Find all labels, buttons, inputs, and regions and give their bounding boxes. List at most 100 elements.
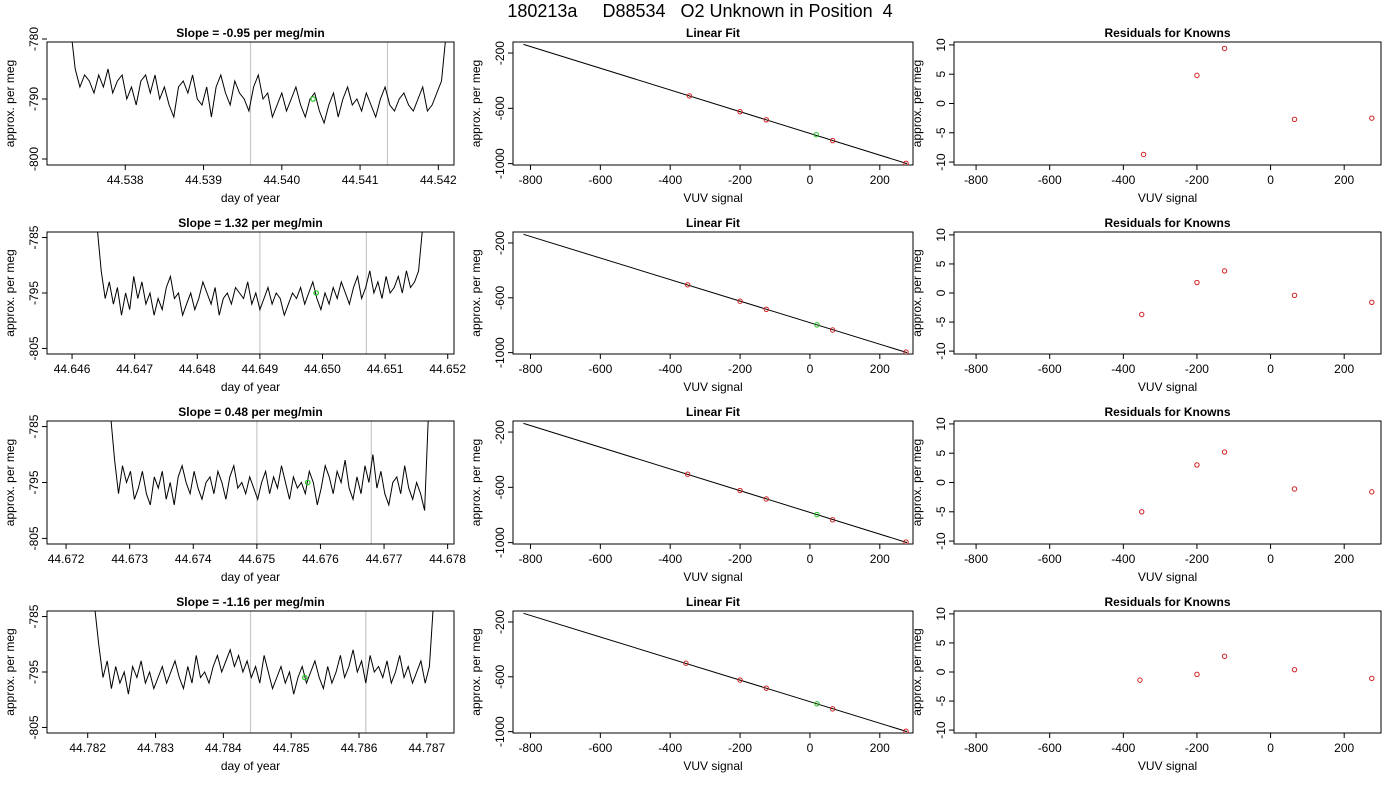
y-tick-label: -600 (493, 664, 507, 688)
plot-frame (512, 610, 914, 734)
y-tick-label: 0 (934, 668, 948, 675)
y-tick-label: -200 (493, 41, 507, 65)
chart-title: Slope = -0.95 per meg/min (176, 26, 324, 40)
y-tick-label: -1000 (493, 337, 507, 368)
chart-title: Slope = -1.16 per meg/min (176, 595, 324, 609)
x-tick-label: 44.541 (342, 173, 379, 187)
plot-frame (953, 610, 1382, 734)
chart-panel: Slope = 0.48 per meg/min 44.672 44.673 44.6… (3, 405, 466, 584)
series-line (97, 232, 423, 318)
x-tick-label: 44.787 (409, 741, 446, 755)
residual-point (1194, 462, 1200, 468)
residual-point (1221, 449, 1228, 455)
x-tick-label: -200 (1185, 173, 1209, 187)
plot-data (523, 43, 909, 165)
y-tick-label: -785 (27, 225, 41, 249)
x-tick-label: -800 (964, 173, 988, 187)
x-tick-label: 44.649 (242, 362, 279, 376)
x-tick-label: 44.652 (429, 362, 466, 376)
chart-panel: Residuals for Knowns -800 -600 -400 -200 0 200… (910, 26, 1382, 205)
y-tick-label: 10 (934, 228, 948, 242)
x-tick-label: -800 (518, 552, 542, 566)
x-tick-label: 200 (870, 362, 890, 376)
known-point (903, 160, 909, 165)
x-axis-label: VUV signal (1138, 191, 1197, 205)
residual-point (1221, 45, 1228, 52)
x-axis-label: VUV signal (683, 570, 742, 584)
plot-data (523, 422, 909, 544)
y-tick-label: -795 (27, 281, 41, 305)
x-tick-label: 0 (807, 173, 814, 187)
series-line (94, 611, 434, 695)
y-axis-label: approx. per meg (910, 60, 924, 147)
x-tick-label: -800 (964, 741, 988, 755)
residual-point (1140, 151, 1147, 158)
known-point (737, 298, 743, 304)
fit-line (523, 422, 908, 544)
x-tick-label: -600 (588, 741, 612, 755)
x-tick-label: -600 (1038, 362, 1062, 376)
x-tick-label: 44.540 (263, 173, 300, 187)
y-tick-label: -10 (934, 721, 948, 739)
x-tick-label: -600 (588, 362, 612, 376)
x-axis-label: VUV signal (1138, 759, 1197, 773)
known-point (683, 660, 689, 666)
chart-panel: Residuals for Knowns -800 -600 -400 -200 0 200… (910, 595, 1382, 773)
residual-point (1291, 292, 1298, 299)
unknown-point (814, 701, 820, 707)
x-tick-label: -400 (658, 173, 682, 187)
x-tick-label: -600 (1038, 741, 1062, 755)
plot-frame (46, 41, 455, 166)
known-point (829, 327, 836, 333)
plot-data (1139, 449, 1375, 515)
x-tick-label: -400 (1111, 362, 1135, 376)
y-tick-label: -10 (934, 532, 948, 550)
x-tick-label: 0 (807, 362, 814, 376)
x-tick-label: -600 (588, 173, 612, 187)
x-axis-label: day of year (221, 191, 280, 205)
x-tick-label: 44.786 (341, 741, 378, 755)
x-tick-label: -200 (1185, 362, 1209, 376)
y-tick-label: -5 (934, 506, 948, 517)
y-tick-label: 5 (934, 71, 948, 78)
x-axis-label: VUV signal (683, 191, 742, 205)
y-tick-label: -200 (493, 610, 507, 634)
unknown-marker (304, 479, 311, 486)
x-tick-label: -800 (964, 552, 988, 566)
x-tick-label: -800 (518, 362, 542, 376)
y-tick-label: 10 (934, 417, 948, 431)
x-tick-label: 0 (807, 552, 814, 566)
known-point (686, 93, 693, 99)
residual-point (1194, 72, 1200, 79)
known-point (829, 706, 836, 712)
y-tick-label: -790 (27, 87, 41, 111)
y-tick-label: -1000 (493, 148, 507, 179)
x-tick-label: 0 (1267, 362, 1274, 376)
y-axis-label: approx. per meg (910, 249, 924, 336)
x-tick-label: -400 (658, 741, 682, 755)
x-tick-label: -200 (1185, 552, 1209, 566)
residual-point (1139, 311, 1145, 318)
x-tick-label: -200 (1185, 741, 1209, 755)
x-tick-label: -400 (1111, 741, 1135, 755)
chart-panel: Slope = -0.95 per meg/min 44.538 44.539 44.… (3, 26, 457, 205)
chart-panel: Residuals for Knowns -800 -600 -400 -200 0 200… (910, 405, 1382, 584)
residual-point (1369, 489, 1375, 495)
residual-point (1139, 509, 1145, 515)
plot-frame (953, 41, 1382, 166)
y-tick-label: -795 (27, 660, 41, 684)
plot-data (1139, 268, 1375, 318)
y-tick-label: -1000 (493, 716, 507, 747)
y-tick-label: -5 (934, 316, 948, 327)
unknown-marker (310, 96, 316, 102)
x-tick-label: -200 (728, 362, 752, 376)
residual-point (1291, 116, 1298, 123)
chart-panel: Linear Fit -800 -600 -400 -200 0 200 -200 -600 -1… (469, 405, 914, 584)
chart-panel: Slope = -1.16 per meg/min 44.782 44.783 44.… (3, 595, 455, 773)
chart-title: Residuals for Knowns (1104, 405, 1230, 419)
y-tick-label: 0 (934, 479, 948, 486)
y-axis-label: approx. per meg (469, 249, 483, 336)
unknown-point (813, 132, 819, 138)
y-tick-label: -10 (934, 153, 948, 171)
